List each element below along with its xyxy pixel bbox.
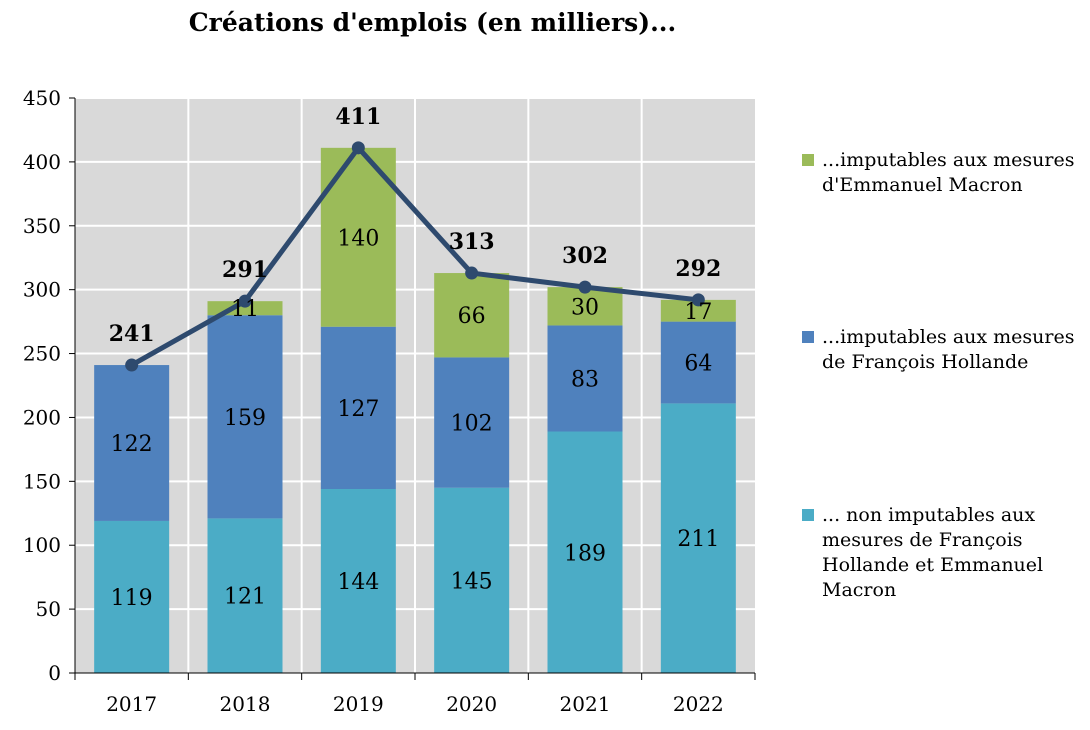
total-label: 302 xyxy=(562,243,608,269)
y-tick-label: 450 xyxy=(23,86,61,110)
bar-segment xyxy=(547,431,623,673)
bar-segment xyxy=(94,365,170,521)
total-point xyxy=(125,358,139,372)
bar-segment xyxy=(660,299,736,322)
bar-segment xyxy=(660,403,736,673)
total-label: 291 xyxy=(222,257,268,283)
segment-label: 83 xyxy=(571,367,599,392)
total-label: 241 xyxy=(109,321,155,347)
total-point xyxy=(691,293,705,307)
data-labels: 1191221211591114412714014510266189833021… xyxy=(109,104,722,611)
segment-label: 140 xyxy=(337,226,379,251)
bar-segment xyxy=(547,325,623,432)
y-tick-label: 0 xyxy=(48,661,61,685)
segment-label: 189 xyxy=(564,541,606,566)
y-tick-label: 250 xyxy=(23,342,61,366)
gridlines xyxy=(75,97,755,673)
segment-label: 122 xyxy=(111,432,153,457)
x-tick-label: 2020 xyxy=(446,692,497,716)
legend-label: ...imputables aux mesures d'Emmanuel Mac… xyxy=(822,149,1075,196)
y-tick-label: 50 xyxy=(36,597,61,621)
segment-label: 11 xyxy=(231,297,259,322)
y-tick-label: 150 xyxy=(23,469,61,493)
bars xyxy=(94,147,736,673)
chart-title: Créations d'emplois (en milliers)... xyxy=(188,8,677,37)
legend-swatch xyxy=(802,509,814,521)
bar-segment xyxy=(207,315,283,519)
total-line xyxy=(125,141,705,372)
x-tick-label: 2018 xyxy=(220,692,271,716)
y-tick-label: 400 xyxy=(23,150,61,174)
bar-segment xyxy=(320,489,396,673)
x-tick-label: 2022 xyxy=(673,692,724,716)
segment-label: 30 xyxy=(571,295,599,320)
x-tick-label: 2017 xyxy=(106,692,157,716)
y-tick-label: 350 xyxy=(23,214,61,238)
y-tick-label: 100 xyxy=(23,533,61,557)
total-label: 292 xyxy=(675,256,721,282)
bar-segment xyxy=(320,326,396,489)
segment-label: 127 xyxy=(337,397,379,422)
x-tick-label: 2021 xyxy=(560,692,611,716)
segment-label: 64 xyxy=(684,352,712,377)
bar-segment xyxy=(207,518,283,673)
segment-label: 144 xyxy=(337,570,379,595)
segment-label: 17 xyxy=(684,300,712,325)
total-point xyxy=(351,141,365,155)
segment-label: 145 xyxy=(451,569,493,594)
total-label: 411 xyxy=(335,104,381,130)
total-point xyxy=(578,280,592,294)
legend-swatch xyxy=(802,154,814,166)
y-tick-label: 300 xyxy=(23,278,61,302)
total-line-path xyxy=(130,145,699,368)
segment-label: 102 xyxy=(451,412,493,437)
axes: 0 50 100 150 200 250 300 350 400 450 2017 2018 2019 2… xyxy=(23,86,756,716)
y-tick-label: 200 xyxy=(23,405,61,429)
bar-segment xyxy=(660,321,736,404)
total-label: 313 xyxy=(449,229,495,255)
segment-label: 66 xyxy=(458,304,486,329)
x-tick-label: 2019 xyxy=(333,692,384,716)
legend-swatch xyxy=(802,331,814,343)
bar-segment xyxy=(434,273,510,358)
segment-label: 119 xyxy=(111,586,153,611)
segment-label: 159 xyxy=(224,406,266,431)
legend-label: ...imputables aux mesures de François Ho… xyxy=(822,326,1075,373)
total-point xyxy=(465,266,479,280)
bar-segment xyxy=(434,357,510,488)
legend-label: ... non imputables aux mesures de Franço… xyxy=(822,504,1044,601)
segment-label: 121 xyxy=(224,585,266,610)
total-point xyxy=(238,294,252,308)
bar-segment xyxy=(94,520,170,673)
segment-label: 211 xyxy=(677,527,719,552)
bar-segment xyxy=(434,487,510,673)
